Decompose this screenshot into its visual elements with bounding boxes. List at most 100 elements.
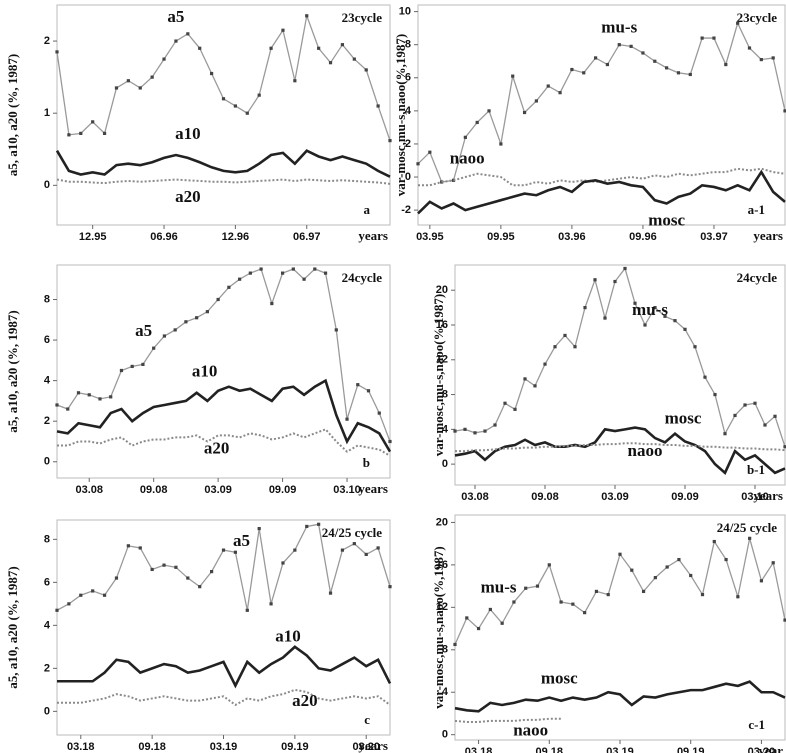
data-point [138, 86, 142, 90]
y-axis-label: var-mosc,mu-s,naoo(%,1987) [431, 294, 446, 456]
data-point [210, 570, 214, 574]
data-point [665, 565, 669, 569]
data-point [195, 316, 199, 320]
data-point [543, 362, 547, 366]
x-tick-label: 03.96 [558, 231, 586, 243]
y-axis-label: var-mosc,mu-s,naoo(%,1987) [431, 546, 446, 708]
data-point [617, 43, 621, 47]
data-point [663, 314, 667, 318]
data-point [700, 592, 705, 597]
series-name: mu-s [481, 577, 517, 596]
series-name: a5 [135, 321, 152, 340]
data-point [689, 573, 693, 578]
data-point [305, 524, 309, 529]
data-point [693, 345, 697, 349]
data-point [683, 327, 687, 331]
data-point [291, 267, 295, 271]
series-name: a10 [275, 627, 301, 646]
data-point [488, 607, 492, 612]
data-point [606, 592, 610, 597]
data-point [91, 120, 95, 124]
series-line [56, 268, 391, 442]
data-point [126, 544, 130, 548]
data-point [293, 548, 297, 552]
x-tick-label: 03.09 [601, 491, 629, 503]
y-tick-label: 8 [442, 644, 448, 656]
data-point [87, 393, 91, 397]
data-point [736, 21, 740, 25]
y-axis-label: var-mosc,mu-s,naoo(%,1987) [393, 34, 408, 196]
data-point [593, 278, 597, 282]
data-point [150, 567, 154, 572]
data-point [623, 266, 627, 271]
data-point [524, 586, 528, 590]
data-point [91, 589, 95, 593]
data-point [712, 36, 716, 40]
panel-title: 24/25 cycle [717, 520, 778, 535]
data-point [630, 568, 634, 572]
data-point [130, 364, 134, 369]
x-tick-label: 03.18 [67, 741, 95, 753]
x-tick-label: 12.95 [79, 231, 107, 243]
data-point [55, 403, 59, 407]
y-tick-label: 16 [436, 559, 448, 571]
data-point [186, 32, 190, 36]
data-point [416, 162, 420, 166]
data-point [783, 445, 786, 449]
data-point [269, 602, 273, 606]
y-tick-label: 20 [436, 516, 448, 528]
data-point [174, 39, 178, 43]
data-point [771, 56, 775, 60]
data-point [216, 297, 220, 302]
series-line [56, 378, 392, 453]
series-name: a20 [204, 438, 230, 457]
data-point [227, 285, 231, 289]
x-tick-label: 09.09 [671, 491, 699, 503]
y-tick-label: 8 [44, 533, 50, 545]
data-point [629, 44, 633, 48]
series-line [417, 169, 786, 215]
x-tick-label: 03.10 [741, 491, 769, 503]
series-name: mosc [541, 668, 578, 687]
data-point [613, 279, 617, 284]
data-point [233, 550, 237, 554]
x-tick-label: 03.20 [748, 746, 776, 753]
data-point [559, 600, 563, 604]
y-tick-label: 4 [44, 375, 51, 387]
data-point [293, 79, 297, 83]
data-point [603, 316, 607, 320]
data-point [317, 46, 321, 50]
data-point [305, 14, 309, 18]
plot-frame [417, 4, 786, 226]
series-name: naoo [628, 441, 663, 460]
data-point [633, 301, 637, 305]
data-point [245, 111, 249, 115]
x-tick-label: 03.08 [75, 484, 103, 496]
data-point [67, 602, 71, 606]
data-point [783, 109, 786, 113]
data-point [483, 429, 487, 433]
data-point [66, 407, 70, 411]
data-point [582, 71, 586, 75]
data-point [688, 72, 692, 77]
data-point [269, 46, 273, 50]
series-line [454, 717, 562, 723]
x-tick-label: 03.09 [204, 484, 232, 496]
data-point [558, 91, 562, 95]
data-point [534, 99, 538, 103]
data-point [783, 618, 786, 622]
data-point [676, 71, 681, 75]
data-point [270, 301, 274, 306]
data-point [523, 377, 527, 381]
data-point [102, 131, 107, 135]
panel-label: c-1 [748, 717, 765, 732]
data-point [356, 383, 360, 387]
data-point [102, 593, 107, 597]
panel-label: a [364, 202, 371, 217]
x-axis-label: years [753, 228, 783, 243]
y-tick-label: 2 [44, 662, 50, 674]
panel-title: 23cycle [737, 10, 778, 25]
data-point [499, 142, 503, 146]
series-name: naoo [450, 149, 485, 168]
